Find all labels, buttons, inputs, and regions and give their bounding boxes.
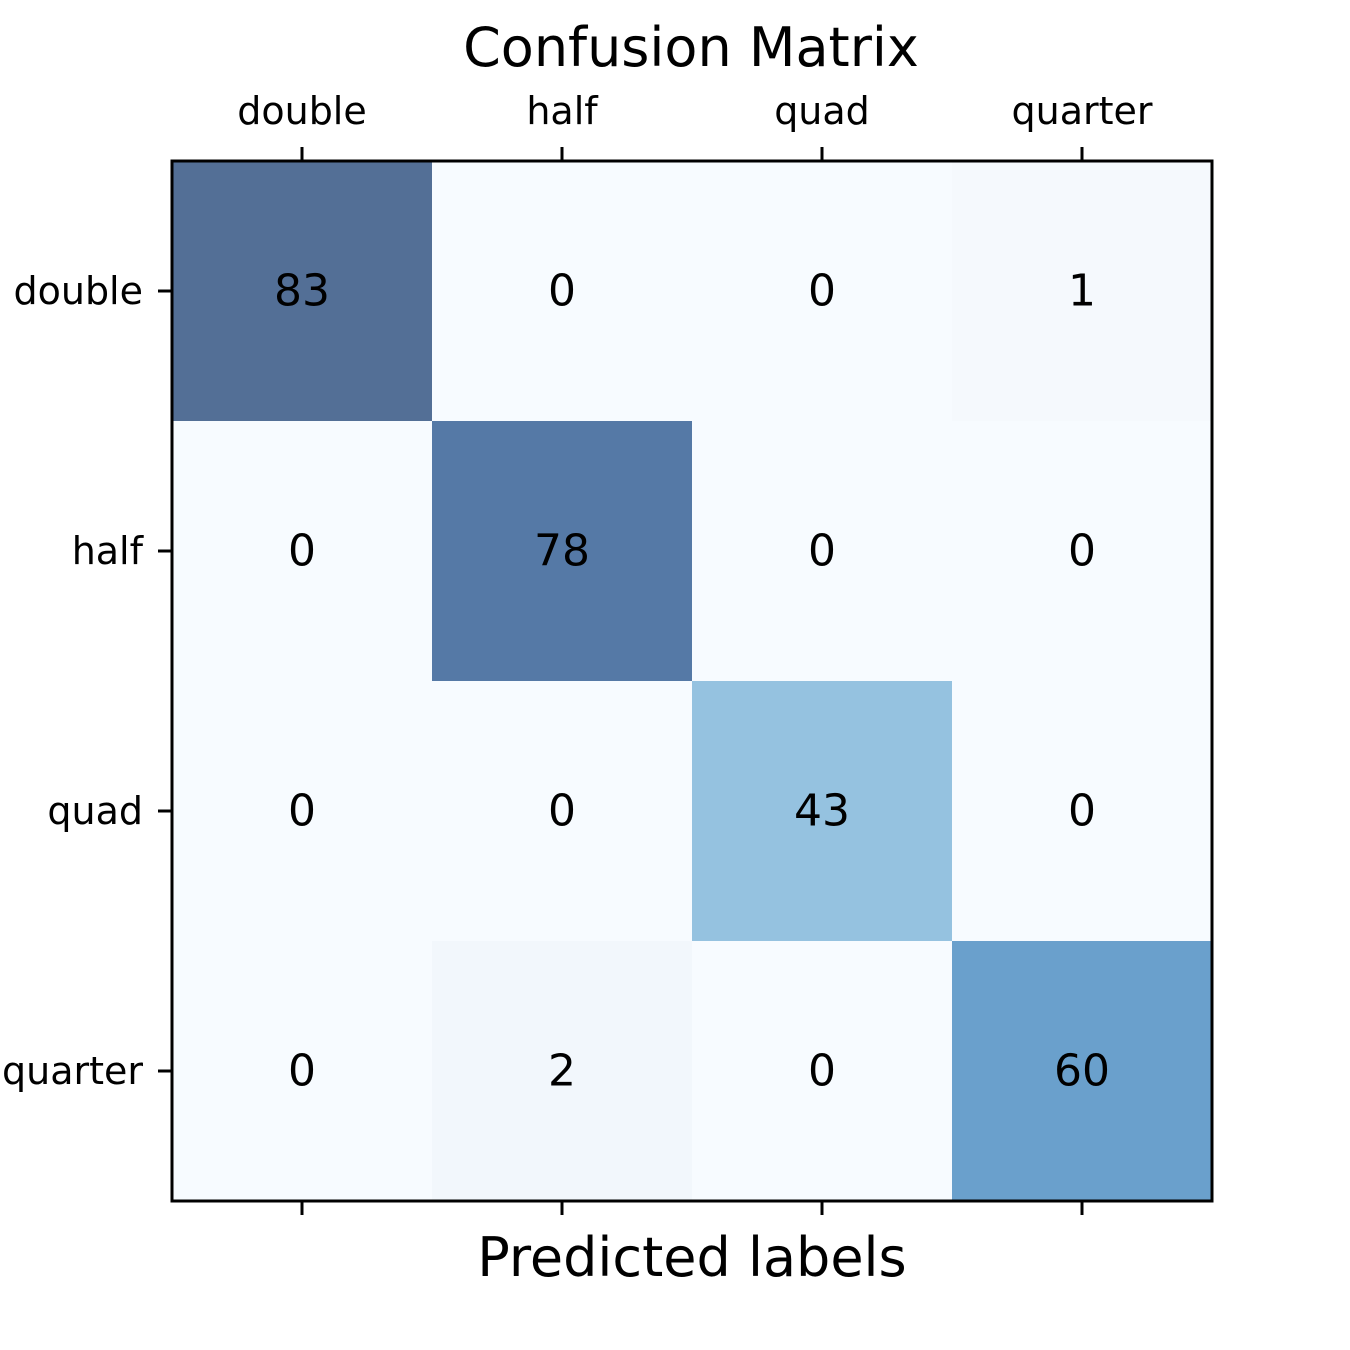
cell-value-double-quad: 0 [808, 266, 836, 317]
cell-half-half [432, 421, 692, 681]
cell-quad-quad [692, 681, 952, 941]
cell-labels: 83 0 0 1 0 78 0 0 0 0 43 0 0 2 0 60 [274, 266, 1110, 1097]
cell-quad-half [432, 681, 692, 941]
cell-value-double-quarter: 1 [1068, 266, 1096, 317]
cell-quarter-double [172, 941, 432, 1201]
cell-quarter-quad [692, 941, 952, 1201]
cell-value-half-half: 78 [534, 526, 590, 577]
cell-quarter-quarter [952, 941, 1212, 1201]
cell-value-quad-double: 0 [288, 786, 316, 837]
cell-quarter-half [432, 941, 692, 1201]
cell-value-quarter-quarter: 60 [1054, 1046, 1110, 1097]
cell-value-half-double: 0 [288, 526, 316, 577]
cell-quad-double [172, 681, 432, 941]
cell-value-half-quad: 0 [808, 526, 836, 577]
cell-value-double-half: 0 [548, 266, 576, 317]
cell-double-double [172, 161, 432, 421]
plot-frame [170, 159, 1214, 1203]
cell-value-quarter-half: 2 [548, 1046, 576, 1097]
cell-value-quad-quad: 43 [794, 786, 850, 837]
x-tick-label-quad: quad [774, 89, 870, 133]
cell-half-double [172, 421, 432, 681]
x-tick-labels: double half quad quarter [237, 89, 1153, 133]
chart-title: Confusion Matrix [463, 16, 919, 79]
cell-double-quarter [952, 161, 1212, 421]
cell-value-quarter-quad: 0 [808, 1046, 836, 1097]
y-tick-label-quarter: quarter [2, 1049, 143, 1093]
heatmap-cells [172, 161, 1212, 1201]
cell-value-quad-quarter: 0 [1068, 786, 1096, 837]
y-tick-labels: double half quad quarter [2, 269, 145, 1093]
axis-ticks [158, 147, 1084, 1215]
cell-value-quad-half: 0 [548, 786, 576, 837]
cell-half-quad [692, 421, 952, 681]
x-tick-label-quarter: quarter [1011, 89, 1152, 133]
cell-value-double-double: 83 [274, 266, 330, 317]
cell-quad-quarter [952, 681, 1212, 941]
cell-double-half [432, 161, 692, 421]
y-tick-label-double: double [13, 269, 143, 313]
cell-value-quarter-double: 0 [288, 1046, 316, 1097]
x-axis-label: Predicted labels [477, 1226, 906, 1289]
y-tick-label-half: half [72, 529, 145, 573]
y-tick-label-quad: quad [47, 789, 143, 833]
cell-double-quad [692, 161, 952, 421]
cell-half-quarter [952, 421, 1212, 681]
x-tick-label-half: half [526, 89, 599, 133]
x-tick-label-double: double [237, 89, 367, 133]
cell-value-half-quarter: 0 [1068, 526, 1096, 577]
